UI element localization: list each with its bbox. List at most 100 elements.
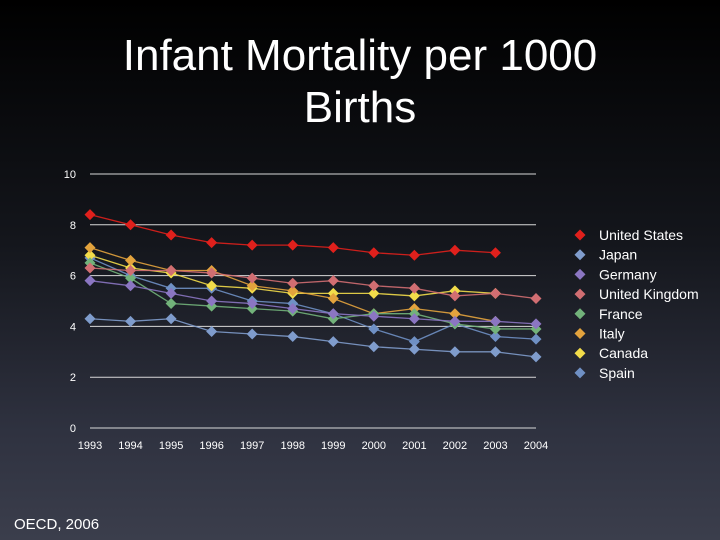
data-point: [287, 285, 299, 297]
data-point: [368, 323, 380, 335]
data-point: [530, 351, 542, 363]
x-tick-label: 2003: [483, 440, 507, 452]
legend-marker: [574, 249, 586, 261]
data-point: [489, 331, 501, 343]
x-tick-label: 1993: [78, 440, 102, 452]
data-point: [125, 315, 137, 327]
y-tick-label: 0: [70, 423, 76, 435]
legend-marker: [574, 268, 586, 280]
grid: [90, 173, 536, 429]
legend-label: Canada: [599, 345, 648, 361]
series-line: [89, 280, 537, 325]
chart-title-line-1: Infant Mortality per 1000: [122, 31, 598, 80]
data-point: [530, 292, 542, 304]
data-point: [408, 336, 420, 348]
data-point: [125, 272, 137, 284]
legend-label: United Kingdom: [599, 286, 699, 302]
data-point: [368, 280, 380, 292]
chart-title-line-2: Births: [303, 83, 417, 132]
data-point: [530, 333, 542, 345]
series-united-kingdom: [84, 262, 542, 304]
source-note: OECD, 2006: [14, 516, 100, 533]
x-tick-label: 2004: [524, 440, 548, 452]
data-point: [327, 292, 339, 304]
series-line: [89, 267, 537, 300]
data-point: [449, 290, 461, 302]
data-point: [489, 323, 501, 335]
data-point: [165, 229, 177, 241]
legend-marker: [574, 288, 586, 300]
data-point: [408, 313, 420, 325]
x-tick-label: 2002: [443, 440, 467, 452]
data-point: [84, 242, 96, 254]
data-point: [449, 244, 461, 256]
x-tick-label: 2000: [362, 440, 386, 452]
legend-label: Italy: [599, 326, 625, 342]
series-united-states: [84, 209, 501, 261]
data-point: [489, 315, 501, 327]
series-germany: [84, 275, 542, 330]
data-point: [449, 315, 461, 327]
y-tick-label: 10: [64, 169, 76, 181]
data-point: [125, 280, 137, 292]
x-tick-label: 1996: [199, 440, 223, 452]
x-tick-label: 1994: [118, 440, 142, 452]
y-tick-label: 2: [70, 372, 76, 384]
x-tick-label: 2001: [402, 440, 426, 452]
data-point: [165, 287, 177, 299]
data-point: [368, 247, 380, 259]
data-point: [206, 237, 218, 249]
data-point: [327, 308, 339, 320]
data-point: [368, 341, 380, 353]
chart-title: Infant Mortality per 1000 Births: [60, 30, 660, 134]
legend: United States Japan Germany United Kingdom F…: [574, 227, 699, 381]
data-point: [368, 310, 380, 322]
x-tick-label: 1999: [321, 440, 345, 452]
legend-marker: [574, 229, 586, 241]
x-tick-label: 1998: [280, 440, 304, 452]
data-point: [489, 346, 501, 358]
data-point: [287, 303, 299, 315]
data-point: [165, 298, 177, 310]
data-point: [206, 295, 218, 307]
data-point: [246, 239, 258, 251]
series-line: [89, 318, 537, 358]
x-tick-label: 1997: [240, 440, 264, 452]
legend-marker: [574, 347, 586, 359]
data-point: [408, 249, 420, 261]
y-tick-label: 6: [70, 271, 76, 283]
data-point: [84, 249, 96, 261]
x-axis-ticks: 1993 1994 1995 1996 1997 1998 1999 2000 2001 2002…: [78, 440, 548, 452]
data-point: [165, 265, 177, 277]
data-point: [287, 331, 299, 343]
data-point: [246, 328, 258, 340]
data-point: [246, 280, 258, 292]
legend-label: Spain: [599, 365, 635, 381]
y-tick-label: 4: [70, 321, 76, 333]
legend-label: United States: [599, 227, 683, 243]
x-tick-label: 1995: [159, 440, 183, 452]
data-point: [84, 262, 96, 274]
data-point: [449, 308, 461, 320]
data-point: [287, 239, 299, 251]
legend-label: Japan: [599, 247, 637, 263]
data-point: [449, 346, 461, 358]
data-point: [408, 343, 420, 355]
y-tick-label: 8: [70, 220, 76, 232]
legend-marker: [574, 367, 586, 379]
data-point: [246, 298, 258, 310]
data-point: [84, 209, 96, 221]
data-point: [287, 277, 299, 289]
data-point: [489, 247, 501, 259]
series-line: [89, 262, 536, 330]
series-line: [89, 257, 537, 343]
legend-marker: [574, 328, 586, 339]
data-point: [206, 325, 218, 337]
data-point: [84, 313, 96, 325]
legend-label: France: [599, 306, 643, 322]
y-axis-ticks: 0 2 4 6 8 10: [64, 169, 76, 435]
data-point: [489, 287, 501, 299]
series-lines: [84, 209, 542, 363]
data-point: [125, 265, 137, 277]
